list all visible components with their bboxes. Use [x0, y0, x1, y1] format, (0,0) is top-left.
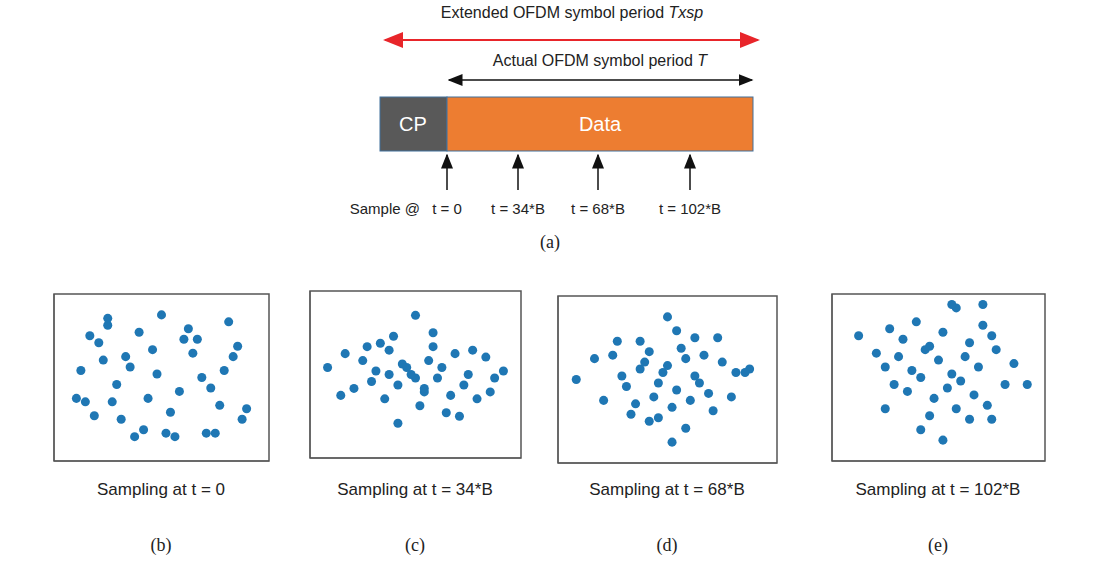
html-text:Sampling at t = 0: Sampling at t = 0: [97, 480, 225, 499]
svg-text:Sample @: Sample @: [350, 200, 420, 217]
svg-text:t = 68*B: t = 68*B: [571, 200, 625, 217]
svg-text:Data: Data: [579, 113, 622, 135]
svg-text:Actual OFDM symbol period T: Actual OFDM symbol period T: [493, 52, 709, 69]
html-text:(e): (e): [928, 535, 948, 555]
svg-text:t = 34*B: t = 34*B: [491, 200, 545, 217]
html-text:Sampling at t = 68*B: Sampling at t = 68*B: [589, 480, 745, 499]
html-text:Sampling at t = 102*B: Sampling at t = 102*B: [855, 480, 1021, 499]
svg-text:Extended OFDM symbol period Tx: Extended OFDM symbol period Txsp: [441, 4, 703, 21]
html-text:(c): (c): [405, 535, 425, 555]
svg-text:t = 102*B: t = 102*B: [659, 200, 721, 217]
html-text:(d): (d): [656, 535, 678, 555]
svg-text:CP: CP: [399, 113, 427, 135]
svg-text:(a): (a): [540, 232, 560, 253]
html-text:Sampling at t = 34*B: Sampling at t = 34*B: [337, 480, 493, 499]
html-text:(b): (b): [150, 535, 172, 555]
svg-text:t = 0: t = 0: [432, 200, 462, 217]
